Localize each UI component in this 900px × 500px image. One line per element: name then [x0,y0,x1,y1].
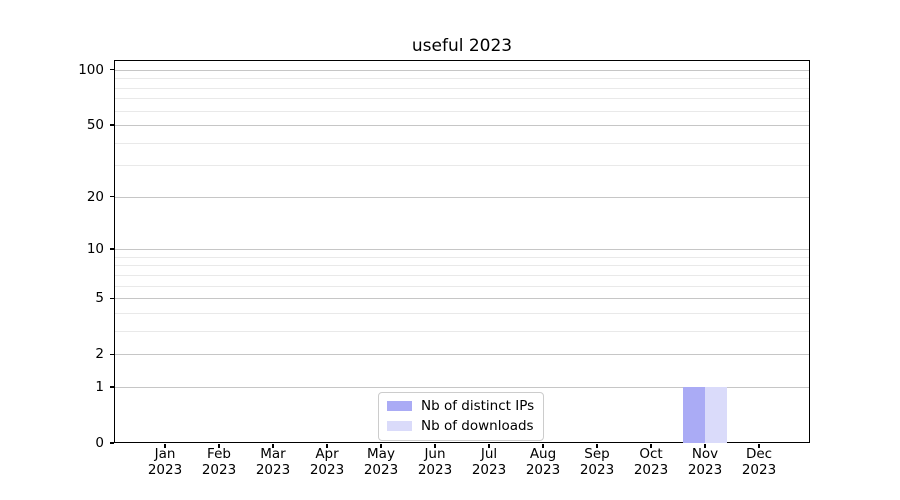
y-gridline-minor [115,265,809,267]
legend-item-downloads: Nb of downloads [387,418,534,434]
legend-label-downloads: Nb of downloads [421,418,534,434]
y-gridline-major [115,69,809,71]
y-gridline-minor [115,165,809,167]
legend: Nb of distinct IPs Nb of downloads [378,392,545,441]
y-tick-mark [110,353,114,355]
y-gridline-minor [115,312,809,314]
x-tick-label: Sep 2023 [579,446,615,478]
y-tick-label: 1 [95,378,104,395]
y-tick-mark [110,297,114,299]
y-gridline-major [115,354,809,356]
y-gridline-minor [115,98,809,100]
x-tick-label: Jun 2023 [417,446,453,478]
x-tick-label: Mar 2023 [255,446,291,478]
y-gridline-minor [115,78,809,80]
y-tick-label: 20 [86,188,104,205]
x-tick-mark [704,444,706,448]
x-tick-mark [758,444,760,448]
x-tick-mark [272,444,274,448]
y-gridline-major [115,125,809,127]
x-tick-mark [650,444,652,448]
y-tick-label: 100 [78,61,104,78]
y-gridline-major [115,298,809,300]
legend-label-distinct-ips: Nb of distinct IPs [421,398,535,414]
legend-swatch-downloads [387,421,412,431]
y-gridline-major [115,249,809,251]
x-tick-mark [434,444,436,448]
y-gridline-minor [115,142,809,144]
y-gridline-minor [115,256,809,258]
x-tick-label: Jan 2023 [147,446,183,478]
plot-area [114,60,810,443]
chart-title: useful 2023 [411,36,513,56]
y-gridline-minor [115,110,809,112]
y-tick-mark [110,386,114,388]
x-tick-label: Nov 2023 [687,446,723,478]
x-tick-mark [164,444,166,448]
x-tick-mark [488,444,490,448]
y-tick-mark [110,69,114,71]
y-tick-mark [110,124,114,126]
x-tick-label: Dec 2023 [741,446,777,478]
x-tick-mark [218,444,220,448]
y-tick-mark [110,196,114,198]
y-tick-label: 2 [95,346,104,363]
y-tick-label: 0 [95,435,104,451]
x-tick-mark [326,444,328,448]
y-tick-mark [110,248,114,250]
y-tick-mark [110,442,114,444]
x-tick-label: Oct 2023 [633,446,669,478]
x-tick-label: Apr 2023 [309,446,345,478]
x-tick-label: Aug 2023 [525,446,561,478]
y-gridline-major [115,386,809,388]
x-tick-label: Feb 2023 [201,446,237,478]
y-gridline-minor [115,87,809,89]
x-tick-mark [542,444,544,448]
legend-swatch-distinct-ips [387,401,412,411]
bar-nb-of-downloads [705,386,727,443]
x-tick-label: Jul 2023 [471,446,507,478]
y-gridline-minor [115,330,809,332]
y-gridline-minor [115,274,809,276]
y-tick-label: 5 [95,290,104,307]
x-tick-mark [596,444,598,448]
x-tick-mark [380,444,382,448]
legend-item-distinct-ips: Nb of distinct IPs [387,398,534,414]
y-gridline-minor [115,285,809,287]
bar-nb-of-distinct-ips [683,386,705,443]
y-tick-label: 50 [86,117,104,134]
y-gridline-major [115,196,809,198]
y-tick-label: 10 [86,241,104,258]
x-tick-label: May 2023 [363,446,399,478]
